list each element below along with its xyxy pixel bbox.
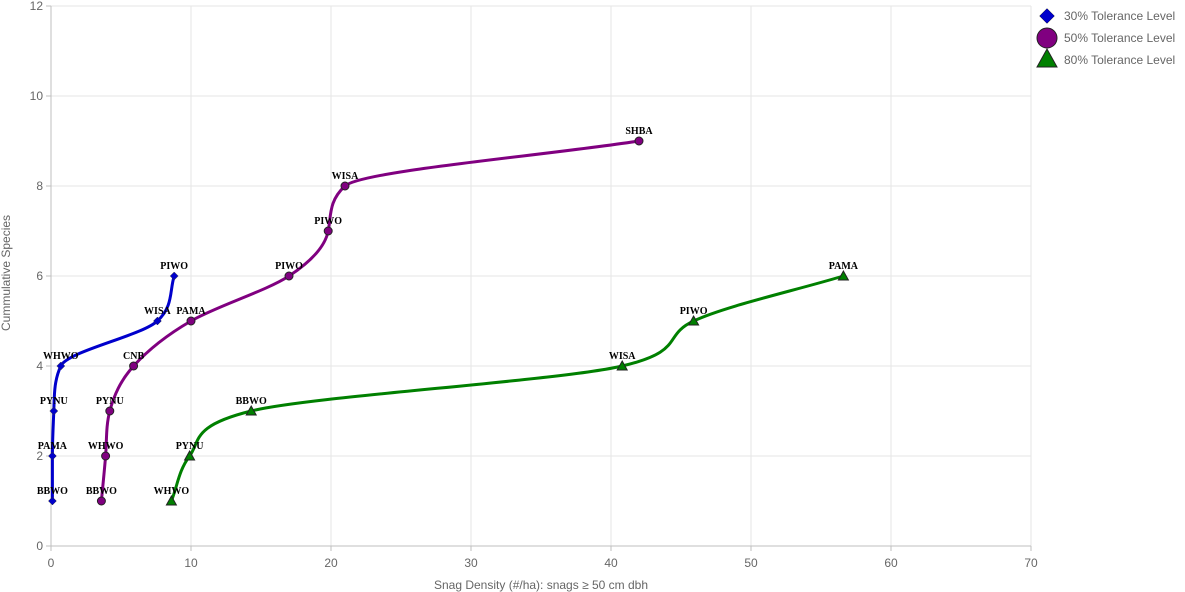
data-point bbox=[101, 451, 111, 461]
legend-label: 30% Tolerance Level bbox=[1064, 9, 1175, 23]
data-point bbox=[687, 314, 700, 326]
point-label: BBWO bbox=[37, 486, 68, 497]
point-label: PAMA bbox=[38, 441, 68, 452]
series-2 bbox=[96, 136, 644, 506]
point-label: SHBA bbox=[625, 126, 653, 137]
data-point bbox=[169, 271, 179, 281]
y-tick-label: 6 bbox=[36, 269, 43, 283]
legend-marker bbox=[1036, 27, 1058, 49]
point-label: PIWO bbox=[275, 261, 303, 272]
data-point bbox=[284, 271, 294, 281]
data-point bbox=[48, 496, 57, 506]
data-point bbox=[49, 406, 59, 416]
point-labels: BBWO PAMA PYNU WHWO WISA PIWO BBWO WHWO PYNU CNB P… bbox=[37, 126, 859, 497]
data-point bbox=[56, 361, 66, 371]
point-label: PIWO bbox=[160, 261, 188, 272]
axes: 0 10 20 30 40 50 60 70 0 2 4 6 8 10 12 bbox=[30, 0, 1038, 570]
point-label: BBWO bbox=[86, 486, 117, 497]
data-point bbox=[165, 494, 178, 506]
y-tick-label: 12 bbox=[30, 0, 44, 13]
legend-item[interactable]: 30% Tolerance Level bbox=[1039, 8, 1176, 24]
data-point bbox=[96, 496, 106, 506]
data-point bbox=[183, 449, 196, 461]
y-tick-label: 0 bbox=[36, 539, 43, 553]
grid bbox=[51, 5, 1032, 546]
point-label: BBWO bbox=[236, 396, 267, 407]
x-axis-title: Snag Density (#/ha): snags ≥ 50 cm dbh bbox=[434, 578, 648, 592]
y-tick-label: 4 bbox=[36, 359, 43, 373]
legend-marker bbox=[1036, 47, 1058, 68]
y-tick-label: 2 bbox=[36, 449, 43, 463]
x-tick-label: 50 bbox=[744, 556, 758, 570]
point-label: PAMA bbox=[176, 306, 206, 317]
legend-label: 80% Tolerance Level bbox=[1064, 53, 1175, 67]
point-label: PYNU bbox=[40, 396, 68, 407]
data-point bbox=[245, 404, 258, 416]
legend-item[interactable]: 50% Tolerance Level bbox=[1036, 27, 1175, 49]
point-label: WHWO bbox=[88, 441, 124, 452]
point-label: PIWO bbox=[680, 306, 708, 317]
data-point bbox=[153, 316, 162, 326]
data-point bbox=[340, 181, 350, 191]
point-label: WISA bbox=[609, 351, 636, 362]
x-tick-label: 0 bbox=[48, 556, 55, 570]
y-axis-title: Cummulative Species bbox=[0, 215, 13, 331]
legend-marker bbox=[1039, 8, 1055, 24]
x-tick-label: 60 bbox=[884, 556, 898, 570]
legend-item[interactable]: 80% Tolerance Level bbox=[1036, 47, 1175, 68]
x-tick-label: 20 bbox=[324, 556, 338, 570]
point-label: PAMA bbox=[829, 261, 859, 272]
data-point bbox=[323, 226, 333, 236]
point-label: WISA bbox=[144, 306, 171, 317]
legend[interactable]: 30% Tolerance Level 50% Tolerance Level 80… bbox=[1036, 8, 1176, 68]
point-label: PIWO bbox=[314, 216, 342, 227]
data-point bbox=[48, 451, 57, 461]
point-label: WHWO bbox=[43, 351, 79, 362]
series-1 bbox=[48, 271, 179, 506]
data-point bbox=[634, 136, 644, 146]
point-label: PYNU bbox=[176, 441, 204, 452]
series-line bbox=[169, 274, 845, 503]
point-label: WHWO bbox=[154, 486, 190, 497]
point-label: CNB bbox=[123, 351, 144, 362]
data-point bbox=[105, 406, 115, 416]
y-tick-label: 8 bbox=[36, 179, 43, 193]
data-point bbox=[186, 316, 196, 326]
x-tick-label: 70 bbox=[1024, 556, 1038, 570]
x-tick-label: 30 bbox=[464, 556, 478, 570]
series-layer bbox=[48, 136, 850, 506]
data-point bbox=[837, 269, 850, 281]
series-3 bbox=[165, 269, 850, 506]
data-point bbox=[129, 361, 139, 371]
data-point bbox=[616, 359, 629, 371]
point-label: WISA bbox=[332, 171, 359, 182]
series-line bbox=[99, 139, 641, 503]
x-tick-label: 10 bbox=[184, 556, 198, 570]
y-tick-label: 10 bbox=[30, 89, 44, 103]
point-label: PYNU bbox=[96, 396, 124, 407]
legend-label: 50% Tolerance Level bbox=[1064, 31, 1175, 45]
x-tick-label: 40 bbox=[604, 556, 618, 570]
